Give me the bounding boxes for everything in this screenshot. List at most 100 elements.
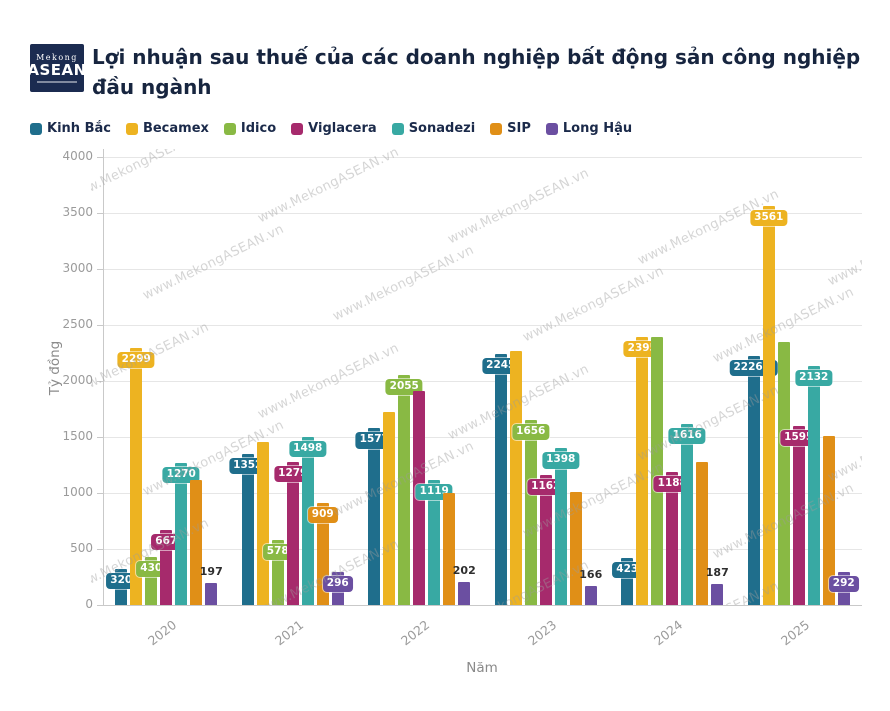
bar-sonadezi-2023[interactable] xyxy=(554,448,567,605)
bar-value-badge: 423 xyxy=(612,561,643,578)
bar-idico-2025[interactable] xyxy=(777,341,790,605)
chart-legend: Kinh Bắc Becamex Idico Viglacera Sonadezi SIP… xyxy=(30,121,632,136)
gridline xyxy=(103,437,862,438)
bar-kinh-bac-2025[interactable] xyxy=(747,355,760,605)
bar-value-label: 197 xyxy=(199,564,223,578)
gridline xyxy=(103,213,862,214)
bar-kinh-bac-2022[interactable] xyxy=(368,428,381,605)
bar-idico-2023[interactable] xyxy=(524,419,537,605)
x-axis-tick-label-2023: 2023 xyxy=(524,617,559,649)
bar-sip-2020[interactable] xyxy=(190,479,203,605)
watermark: www.MekongASEAN.vn xyxy=(255,149,402,227)
y-axis-tick xyxy=(97,605,103,606)
watermark: www.MekongASEAN.vn xyxy=(140,221,287,304)
legend-item-idico[interactable]: Idico xyxy=(223,121,276,136)
y-axis-title: Tỷ đồng xyxy=(47,340,63,396)
legend-item-kinh-bac[interactable]: Kinh Bắc xyxy=(30,121,111,136)
bar-value-badge: 1498 xyxy=(289,441,327,458)
bar-viglacera-2021[interactable] xyxy=(286,461,299,605)
bar-sonadezi-2021[interactable] xyxy=(301,437,314,605)
bar-long-hau-2022[interactable] xyxy=(458,582,471,605)
mekong-asean-logo: Mekong ASEAN xyxy=(27,44,87,92)
bar-sonadezi-2020[interactable] xyxy=(175,462,188,605)
y-axis-tick xyxy=(97,437,103,438)
bar-sonadezi-2022[interactable] xyxy=(428,479,441,605)
bar-value-badge: 292 xyxy=(828,576,859,593)
watermark: www.MekongASEAN.vn xyxy=(825,207,862,290)
bar-kinh-bac-2021[interactable] xyxy=(241,453,254,605)
logo-text-asean: ASEAN xyxy=(27,60,87,79)
x-axis-tick-label-2024: 2024 xyxy=(651,617,686,649)
gridline xyxy=(103,605,862,606)
y-axis-tick xyxy=(97,269,103,270)
legend-label-sonadezi: Sonadezi xyxy=(408,121,476,136)
legend-label-kinh-bac: Kinh Bắc xyxy=(47,121,111,136)
bar-value-badge: 296 xyxy=(322,575,353,592)
bar-value-badge: 1616 xyxy=(668,428,706,445)
bar-becamex-2023[interactable] xyxy=(509,350,522,605)
legend-swatch-viglacera xyxy=(291,122,304,135)
bar-idico-2024[interactable] xyxy=(651,337,664,605)
bar-becamex-2020[interactable] xyxy=(130,347,143,605)
bar-value-badge: 430 xyxy=(136,560,167,577)
bar-long-hau-2024[interactable] xyxy=(711,584,724,605)
y-axis-tick-label: 1500 xyxy=(62,429,93,443)
logo-text-mekong: Mekong xyxy=(36,52,78,62)
bar-value-badge: 909 xyxy=(307,507,338,524)
bar-value-badge: 667 xyxy=(151,534,182,551)
legend-label-becamex: Becamex xyxy=(142,121,209,136)
bar-sip-2022[interactable] xyxy=(443,493,456,605)
bar-value-label: 187 xyxy=(705,566,729,580)
y-axis-tick xyxy=(97,549,103,550)
bar-long-hau-2020[interactable] xyxy=(205,582,218,605)
x-axis-title: Năm xyxy=(466,660,498,676)
y-axis-tick-label: 3500 xyxy=(62,205,93,219)
bar-viglacera-2023[interactable] xyxy=(539,474,552,605)
watermark: www.MekongASEAN.vn xyxy=(520,263,667,346)
gridline xyxy=(103,381,862,382)
legend-swatch-sip xyxy=(490,122,503,135)
watermark: www.MekongASEAN.vn xyxy=(635,186,782,269)
legend-item-becamex[interactable]: Becamex xyxy=(125,121,209,136)
bar-becamex-2021[interactable] xyxy=(256,442,269,605)
y-axis-tick xyxy=(97,381,103,382)
bar-becamex-2024[interactable] xyxy=(636,336,649,605)
legend-item-sip[interactable]: SIP xyxy=(490,121,531,136)
x-axis-tick-label-2021: 2021 xyxy=(271,617,306,649)
bar-sip-2023[interactable] xyxy=(569,491,582,605)
watermark: www.MekongASEAN.vn xyxy=(445,165,592,248)
bar-value-badge: 1398 xyxy=(542,452,580,469)
y-axis-tick-label: 500 xyxy=(70,541,93,555)
legend-swatch-idico xyxy=(223,122,236,135)
gridline xyxy=(103,269,862,270)
legend-item-sonadezi[interactable]: Sonadezi xyxy=(391,121,476,136)
bar-kinh-bac-2023[interactable] xyxy=(494,353,507,605)
y-axis-tick xyxy=(97,157,103,158)
bar-sip-2024[interactable] xyxy=(696,461,709,605)
bar-sip-2025[interactable] xyxy=(822,435,835,605)
gridline xyxy=(103,157,862,158)
y-axis-tick-label: 4000 xyxy=(62,149,93,163)
gridline xyxy=(103,325,862,326)
y-axis-tick-label: 2000 xyxy=(62,373,93,387)
x-axis-tick-label-2025: 2025 xyxy=(777,617,812,649)
bar-viglacera-2025[interactable] xyxy=(792,426,805,605)
bar-idico-2022[interactable] xyxy=(398,374,411,605)
bar-long-hau-2023[interactable] xyxy=(584,586,597,605)
bar-sonadezi-2024[interactable] xyxy=(681,424,694,605)
bar-becamex-2022[interactable] xyxy=(383,412,396,605)
bar-value-badge: 2055 xyxy=(385,378,423,395)
legend-item-viglacera[interactable]: Viglacera xyxy=(291,121,377,136)
bar-becamex-2025[interactable] xyxy=(762,206,775,605)
bar-sonadezi-2025[interactable] xyxy=(807,366,820,605)
bar-value-label: 202 xyxy=(452,564,476,578)
bar-value-badge: 1656 xyxy=(512,423,550,440)
gridline xyxy=(103,493,862,494)
bar-value-badge: 1270 xyxy=(162,466,200,483)
y-axis-tick-label: 1000 xyxy=(62,485,93,499)
legend-item-long-hau[interactable]: Long Hậu xyxy=(545,121,632,136)
y-axis-tick-label: 3000 xyxy=(62,261,93,275)
bar-viglacera-2024[interactable] xyxy=(666,471,679,605)
